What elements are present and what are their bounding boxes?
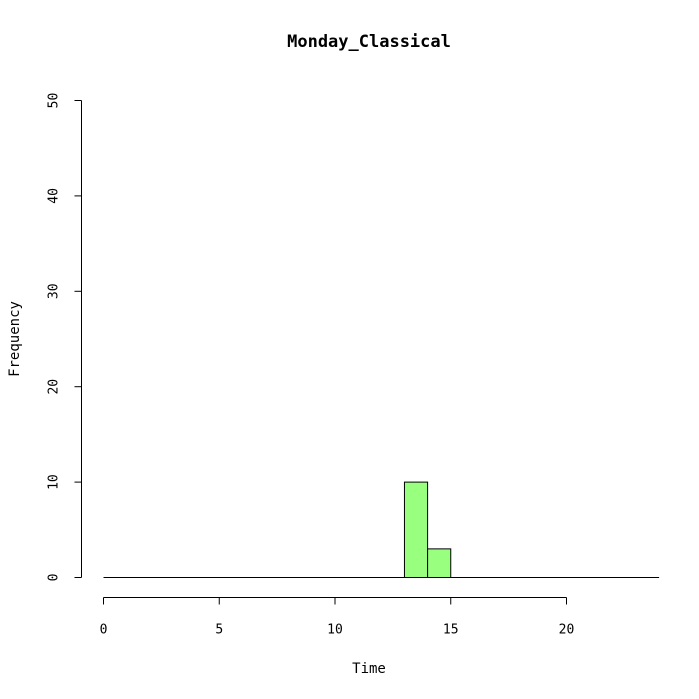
y-tick-label: 0 (47, 574, 62, 582)
y-tick-label: 20 (47, 379, 62, 395)
chart-title: Monday_Classical (287, 32, 451, 52)
histogram-bar (403, 481, 429, 579)
y-tick-label: 50 (47, 93, 62, 109)
y-tick-label: 10 (47, 474, 62, 490)
x-tick-label: 0 (100, 623, 108, 638)
x-tick-label: 10 (327, 623, 343, 638)
x-tick-label: 20 (559, 623, 575, 638)
histogram-bar (427, 548, 452, 579)
x-tick-label: 15 (443, 623, 459, 638)
x-axis: 0 5 10 15 20 (100, 597, 575, 638)
y-tick-label: 40 (47, 188, 62, 204)
bars (403, 481, 452, 579)
y-axis-label: Frequency (7, 301, 23, 377)
x-tick-label: 5 (215, 623, 223, 638)
y-tick-label: 30 (47, 283, 62, 299)
x-axis-label: Time (352, 661, 386, 677)
y-axis: 0 10 20 30 40 50 (47, 93, 82, 582)
